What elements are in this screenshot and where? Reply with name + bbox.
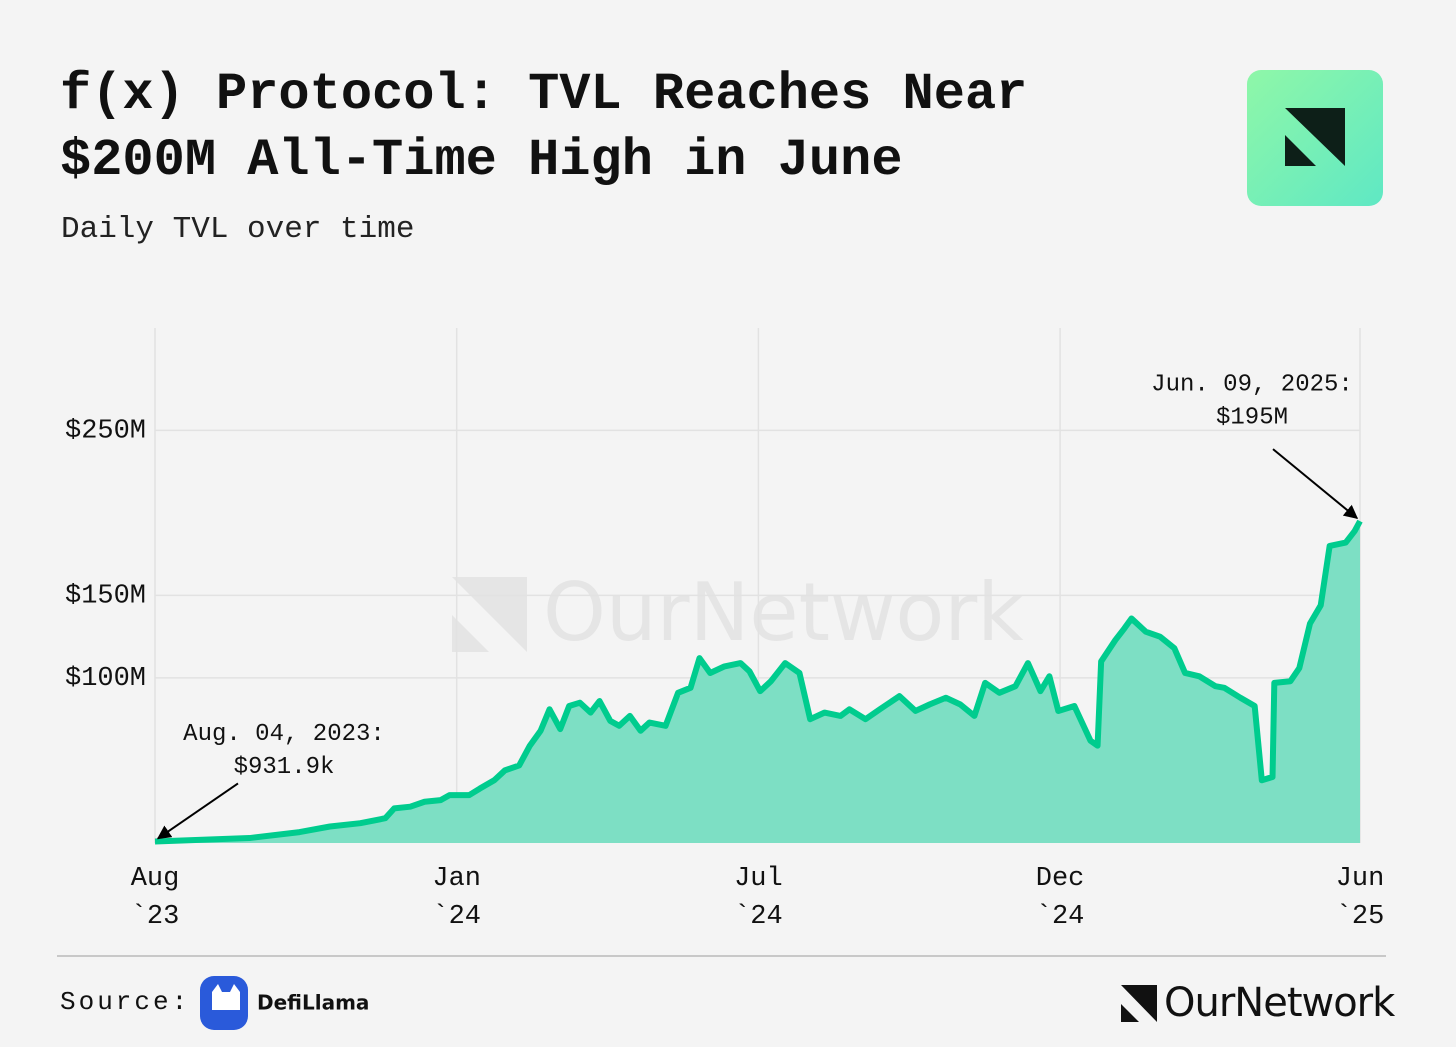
y-tick-label: $100M — [65, 664, 146, 694]
watermark: OurNetwork — [452, 566, 1024, 659]
chart-title: f(x) Protocol: TVL Reaches Near $200M Al… — [60, 65, 1028, 190]
x-tick-label: Jan — [432, 864, 481, 894]
brand-icon — [1121, 985, 1157, 1022]
annotation-text: Aug. 04, 2023: — [183, 721, 385, 748]
annotation-text: $931.9k — [234, 754, 335, 781]
chart-subtitle: Daily TVL over time — [61, 212, 415, 247]
defillama-icon — [200, 976, 248, 1030]
y-tick-label: $250M — [65, 416, 146, 446]
x-tick-label: `24 — [734, 902, 783, 932]
watermark-text: OurNetwork — [543, 566, 1024, 659]
line — [154, 519, 1363, 845]
x-tick-label: `24 — [1036, 902, 1085, 932]
logo — [1247, 70, 1383, 206]
x-tick-label: `25 — [1336, 902, 1385, 932]
brand-name: OurNetwork — [1164, 980, 1396, 1026]
x-tick-label: Jun — [1336, 864, 1385, 894]
source-name: DefiLlama — [257, 991, 369, 1015]
annotation-text: Jun. 09, 2025: — [1151, 371, 1353, 398]
area — [155, 521, 1360, 843]
annotation-arrow — [1272, 448, 1359, 520]
x-tick-label: Aug — [131, 864, 180, 894]
annotation-text: $195M — [1216, 404, 1288, 431]
x-tick-label: Dec — [1036, 864, 1085, 894]
x-tick-label: `23 — [131, 902, 180, 932]
plot: $100M $150M $250M Aug `23 Jan `24 Jul `24 Dec `24 J… — [65, 328, 1384, 932]
x-tick-label: `24 — [432, 902, 481, 932]
source-label: Source: — [60, 987, 190, 1017]
y-tick-label: $150M — [65, 582, 146, 612]
annotation-arrow — [156, 782, 239, 840]
x-tick-label: Jul — [734, 864, 783, 894]
